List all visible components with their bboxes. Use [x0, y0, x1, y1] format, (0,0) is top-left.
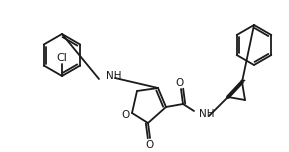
- Text: Cl: Cl: [57, 53, 67, 63]
- Text: O: O: [121, 110, 129, 120]
- Text: O: O: [146, 140, 154, 150]
- Text: NH: NH: [106, 71, 121, 81]
- Text: NH: NH: [199, 109, 214, 119]
- Text: O: O: [176, 78, 184, 88]
